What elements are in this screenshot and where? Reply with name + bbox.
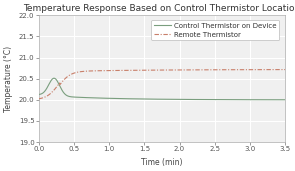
Control Thermistor on Device [52,77,56,79]
Line: Control Thermistor on Device: Control Thermistor on Device [39,78,285,100]
Control Thermistor on Device [62,92,66,94]
Remote Thermistor [234,69,237,71]
Control Thermistor on Device [137,98,140,100]
Control Thermistor on Device [37,93,40,95]
Remote Thermistor [37,98,40,100]
Title: Temperature Response Based on Control Thermistor Location: Temperature Response Based on Control Th… [23,4,295,13]
Remote Thermistor [145,69,149,71]
X-axis label: Time (min): Time (min) [141,158,183,167]
Remote Thermistor [229,69,233,71]
Control Thermistor on Device [230,99,233,101]
Legend: Control Thermistor on Device, Remote Thermistor: Control Thermistor on Device, Remote The… [151,20,279,40]
Remote Thermistor [137,69,140,71]
Control Thermistor on Device [206,98,210,101]
Remote Thermistor [62,79,65,81]
Remote Thermistor [283,69,287,71]
Remote Thermistor [206,69,210,71]
Control Thermistor on Device [283,99,287,101]
Line: Remote Thermistor: Remote Thermistor [39,70,285,99]
Y-axis label: Temperature (°C): Temperature (°C) [4,46,13,112]
Control Thermistor on Device [234,99,237,101]
Control Thermistor on Device [146,98,149,100]
